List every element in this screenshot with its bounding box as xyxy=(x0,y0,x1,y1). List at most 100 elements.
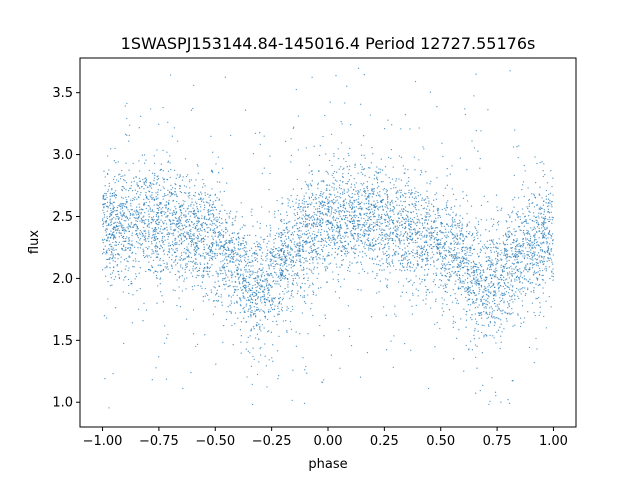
data-point xyxy=(477,231,479,233)
data-point xyxy=(257,296,260,298)
data-point xyxy=(349,240,352,243)
data-point xyxy=(176,226,178,229)
data-point xyxy=(289,320,292,323)
data-point xyxy=(189,235,191,237)
data-point xyxy=(520,317,522,319)
data-point xyxy=(316,214,318,216)
data-point xyxy=(517,260,519,263)
data-point xyxy=(210,250,213,252)
data-point xyxy=(543,258,545,260)
data-point xyxy=(135,275,138,278)
data-point xyxy=(235,264,237,266)
data-point xyxy=(324,260,326,262)
data-point xyxy=(156,179,158,181)
data-point xyxy=(282,258,284,260)
data-point xyxy=(120,212,122,215)
data-point xyxy=(308,197,311,200)
data-point xyxy=(137,237,140,239)
data-point xyxy=(172,232,175,234)
data-point xyxy=(160,225,162,227)
data-point xyxy=(462,235,464,238)
data-point xyxy=(446,175,448,177)
data-point xyxy=(545,327,548,329)
data-point xyxy=(517,156,519,159)
data-point xyxy=(469,289,471,291)
data-point xyxy=(539,194,541,196)
data-point xyxy=(522,290,524,293)
data-point xyxy=(504,283,506,285)
data-point xyxy=(184,224,186,226)
data-point xyxy=(297,275,299,277)
data-point xyxy=(516,251,518,253)
data-point xyxy=(184,236,187,238)
data-point xyxy=(267,290,269,292)
data-point xyxy=(166,262,168,264)
data-point xyxy=(452,226,454,228)
data-point xyxy=(544,228,546,231)
data-point xyxy=(518,242,520,245)
data-point xyxy=(256,321,258,324)
data-point xyxy=(367,247,370,249)
data-point xyxy=(536,203,538,206)
data-point xyxy=(226,230,229,232)
data-point xyxy=(448,250,451,253)
data-point xyxy=(350,246,353,249)
data-point xyxy=(466,251,468,253)
data-point xyxy=(384,166,387,168)
data-point xyxy=(514,295,516,297)
data-point xyxy=(128,267,130,269)
data-point xyxy=(488,268,491,271)
data-point xyxy=(424,234,426,236)
data-point xyxy=(207,273,209,275)
data-point xyxy=(518,226,521,228)
data-point xyxy=(550,247,553,250)
data-point xyxy=(416,241,418,244)
data-point xyxy=(259,291,261,294)
data-point xyxy=(514,250,517,252)
data-point xyxy=(469,304,472,306)
data-point xyxy=(326,219,328,222)
data-point xyxy=(204,194,207,196)
data-point xyxy=(249,301,252,303)
data-point xyxy=(304,213,307,215)
data-point xyxy=(230,296,232,298)
data-point xyxy=(184,271,186,273)
data-point xyxy=(297,255,300,257)
data-point xyxy=(463,288,466,290)
data-point xyxy=(296,213,299,216)
data-point xyxy=(122,213,125,215)
data-point xyxy=(290,240,292,242)
data-point xyxy=(322,246,324,249)
data-point xyxy=(414,223,416,225)
data-point xyxy=(132,162,134,165)
data-point xyxy=(228,279,230,281)
data-point xyxy=(384,243,386,246)
data-point xyxy=(194,195,196,197)
data-point xyxy=(164,266,166,268)
data-point xyxy=(111,249,114,251)
data-point xyxy=(280,308,283,311)
data-point xyxy=(497,278,500,280)
data-point xyxy=(495,246,497,248)
data-point xyxy=(281,270,283,272)
data-point xyxy=(462,217,464,220)
data-point xyxy=(198,198,200,201)
data-point xyxy=(363,246,365,248)
data-point xyxy=(192,207,194,209)
data-point xyxy=(114,254,117,256)
data-point xyxy=(208,213,210,216)
data-point xyxy=(245,269,247,271)
data-point xyxy=(382,180,384,183)
data-point xyxy=(339,197,342,199)
data-point xyxy=(535,244,538,246)
data-point xyxy=(387,201,389,203)
data-point xyxy=(470,254,472,257)
data-point xyxy=(545,202,547,204)
data-point xyxy=(378,233,381,236)
data-point xyxy=(190,205,192,207)
data-point xyxy=(327,243,330,246)
data-point xyxy=(269,260,271,263)
data-point xyxy=(178,259,180,261)
data-point xyxy=(535,283,537,285)
data-point xyxy=(485,333,487,336)
